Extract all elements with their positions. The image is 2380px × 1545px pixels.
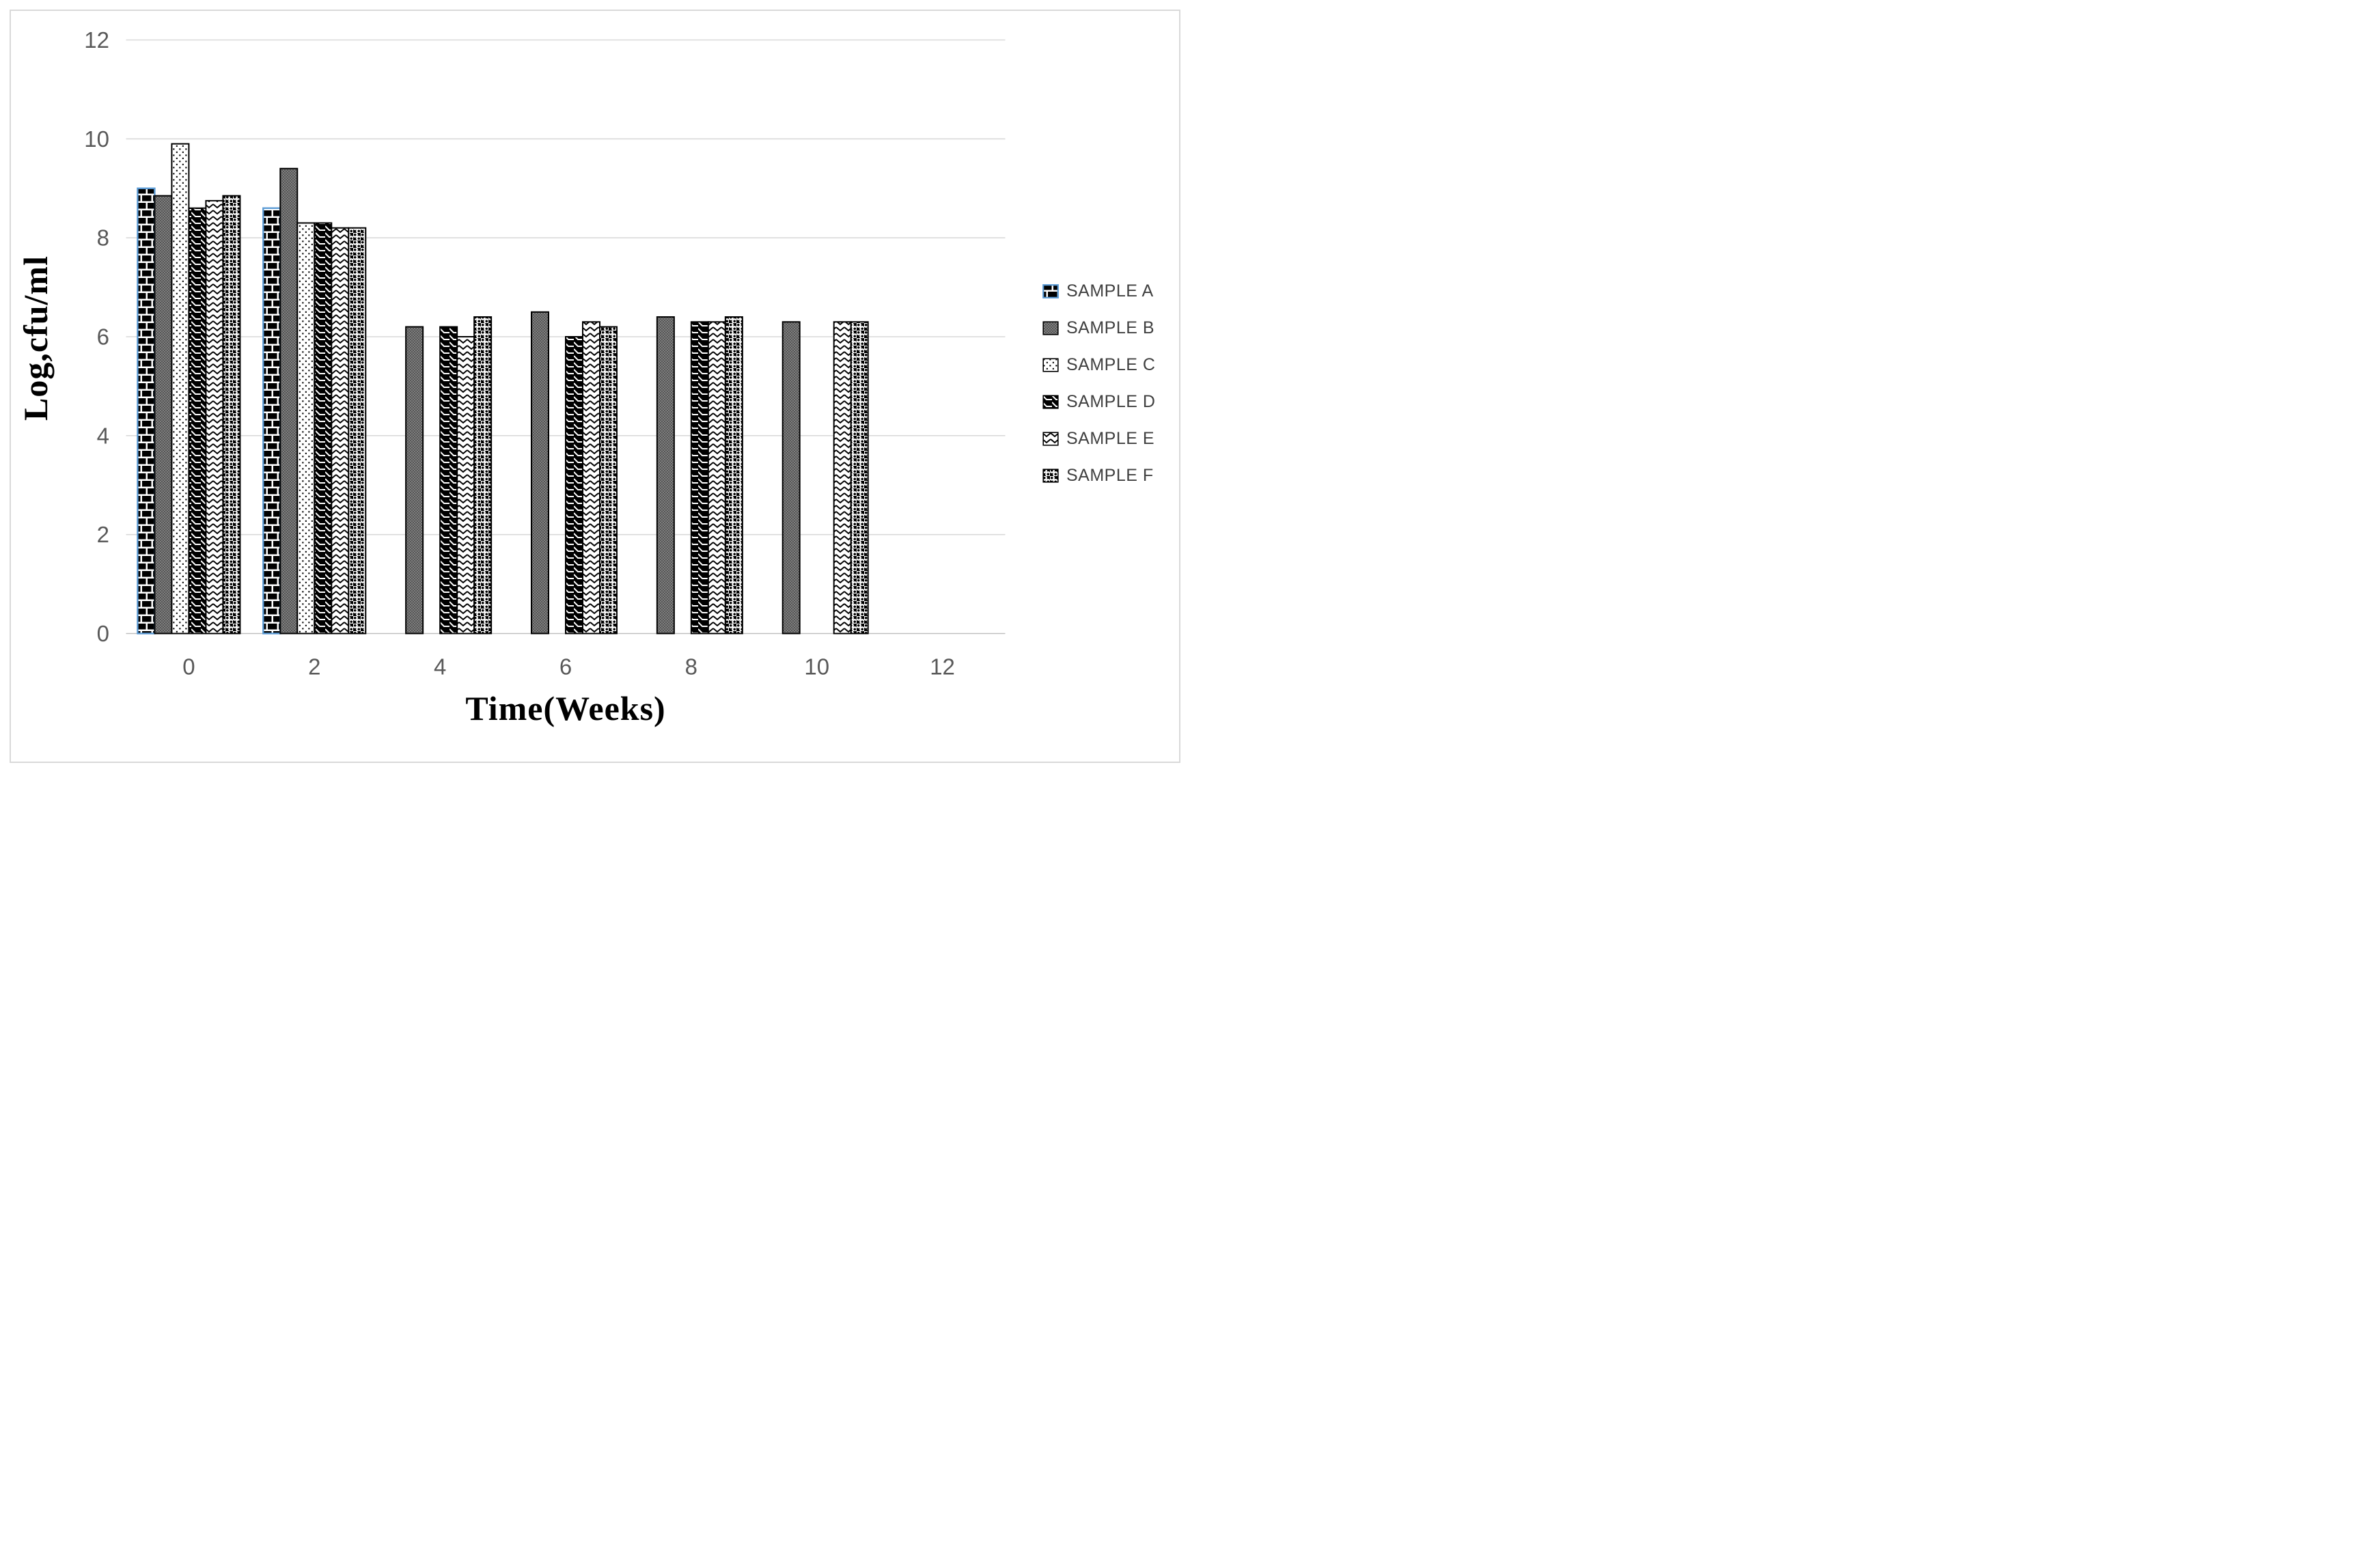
bar-sample-b-week-4 [405,326,424,635]
legend-item-sample-a: SAMPLE A [1042,273,1155,309]
bar-sample-e-week-10 [833,321,852,635]
y-axis-title: Log,cfu/ml [16,255,55,421]
bar-sample-e-week-2 [331,227,350,635]
x-tick-label-6: 6 [559,654,572,680]
x-axis-title: Time(Weeks) [465,689,666,727]
legend-swatch-shingle [1042,394,1059,409]
bar-sample-a-week-2 [262,207,281,635]
bar-sample-b-week-8 [656,316,675,635]
y-tick-label-6: 6 [97,324,109,350]
bar-sample-b-week-6 [531,311,549,635]
legend: SAMPLE A SAMPLE B SAMPLE C SAMPLE D SAMPLE E… [1042,273,1155,494]
legend-label: SAMPLE D [1066,391,1156,411]
legend-swatch-dotted [1042,357,1059,372]
bar-sample-f-week-8 [724,316,743,635]
legend-item-sample-c: SAMPLE C [1042,346,1155,383]
bar-sample-e-week-8 [707,321,726,635]
bar-sample-c-week-0 [171,143,190,635]
y-tick-label-0: 0 [97,621,109,646]
legend-label: SAMPLE A [1066,281,1154,301]
bar-sample-e-week-0 [205,199,224,635]
x-tick-label-2: 2 [308,654,320,680]
bar-sample-f-week-2 [348,227,367,635]
x-tick-label-0: 0 [182,654,195,680]
x-tick-label-4: 4 [434,654,446,680]
legend-label: SAMPLE C [1066,354,1156,374]
legend-item-sample-f: SAMPLE F [1042,457,1155,494]
bar-sample-a-week-0 [137,187,156,635]
legend-item-sample-d: SAMPLE D [1042,383,1155,420]
axis-tick-labels: 0 2 4 6 8 10 12 0 2 4 6 8 10 12 [84,27,955,680]
bar-sample-d-week-4 [439,326,458,635]
bar-sample-f-week-10 [850,321,869,635]
bar-sample-b-week-0 [154,195,173,635]
bar-sample-d-week-0 [188,207,207,635]
legend-swatch-brick [1042,283,1059,298]
legend-item-sample-e: SAMPLE E [1042,420,1155,457]
bar-sample-f-week-0 [222,195,241,635]
bar-sample-e-week-4 [456,336,475,635]
bars [137,143,869,635]
legend-label: SAMPLE B [1066,318,1155,337]
bar-sample-e-week-6 [582,321,600,635]
legend-item-sample-b: SAMPLE B [1042,309,1155,346]
y-tick-label-8: 8 [97,225,109,251]
y-tick-label-4: 4 [97,423,109,448]
x-tick-label-10: 10 [804,654,829,680]
y-tick-label-12: 12 [84,27,109,53]
bar-sample-f-week-4 [473,316,493,635]
legend-swatch-wave [1042,431,1059,446]
chart-figure: 0 2 4 6 8 10 12 0 2 4 6 8 10 12 Log,cfu/ml Time(Weeks… [0,0,1190,772]
y-tick-label-10: 10 [84,126,109,152]
bar-sample-b-week-2 [279,167,299,635]
bar-sample-b-week-10 [781,321,801,635]
bar-sample-f-week-6 [599,326,618,635]
legend-label: SAMPLE E [1066,428,1155,448]
legend-label: SAMPLE F [1066,465,1154,485]
bar-chart-plot: 0 2 4 6 8 10 12 0 2 4 6 8 10 12 [84,27,1006,680]
y-tick-label-2: 2 [97,522,109,547]
legend-swatch-spheres [1042,468,1059,483]
bar-sample-d-week-6 [565,336,583,635]
x-tick-label-12: 12 [930,654,955,680]
figure-border [10,10,1180,763]
bar-sample-d-week-2 [314,222,333,635]
legend-swatch-gray-checker [1042,320,1059,335]
bar-sample-d-week-8 [690,321,709,635]
bar-sample-c-week-2 [296,222,316,635]
x-tick-label-8: 8 [685,654,697,680]
